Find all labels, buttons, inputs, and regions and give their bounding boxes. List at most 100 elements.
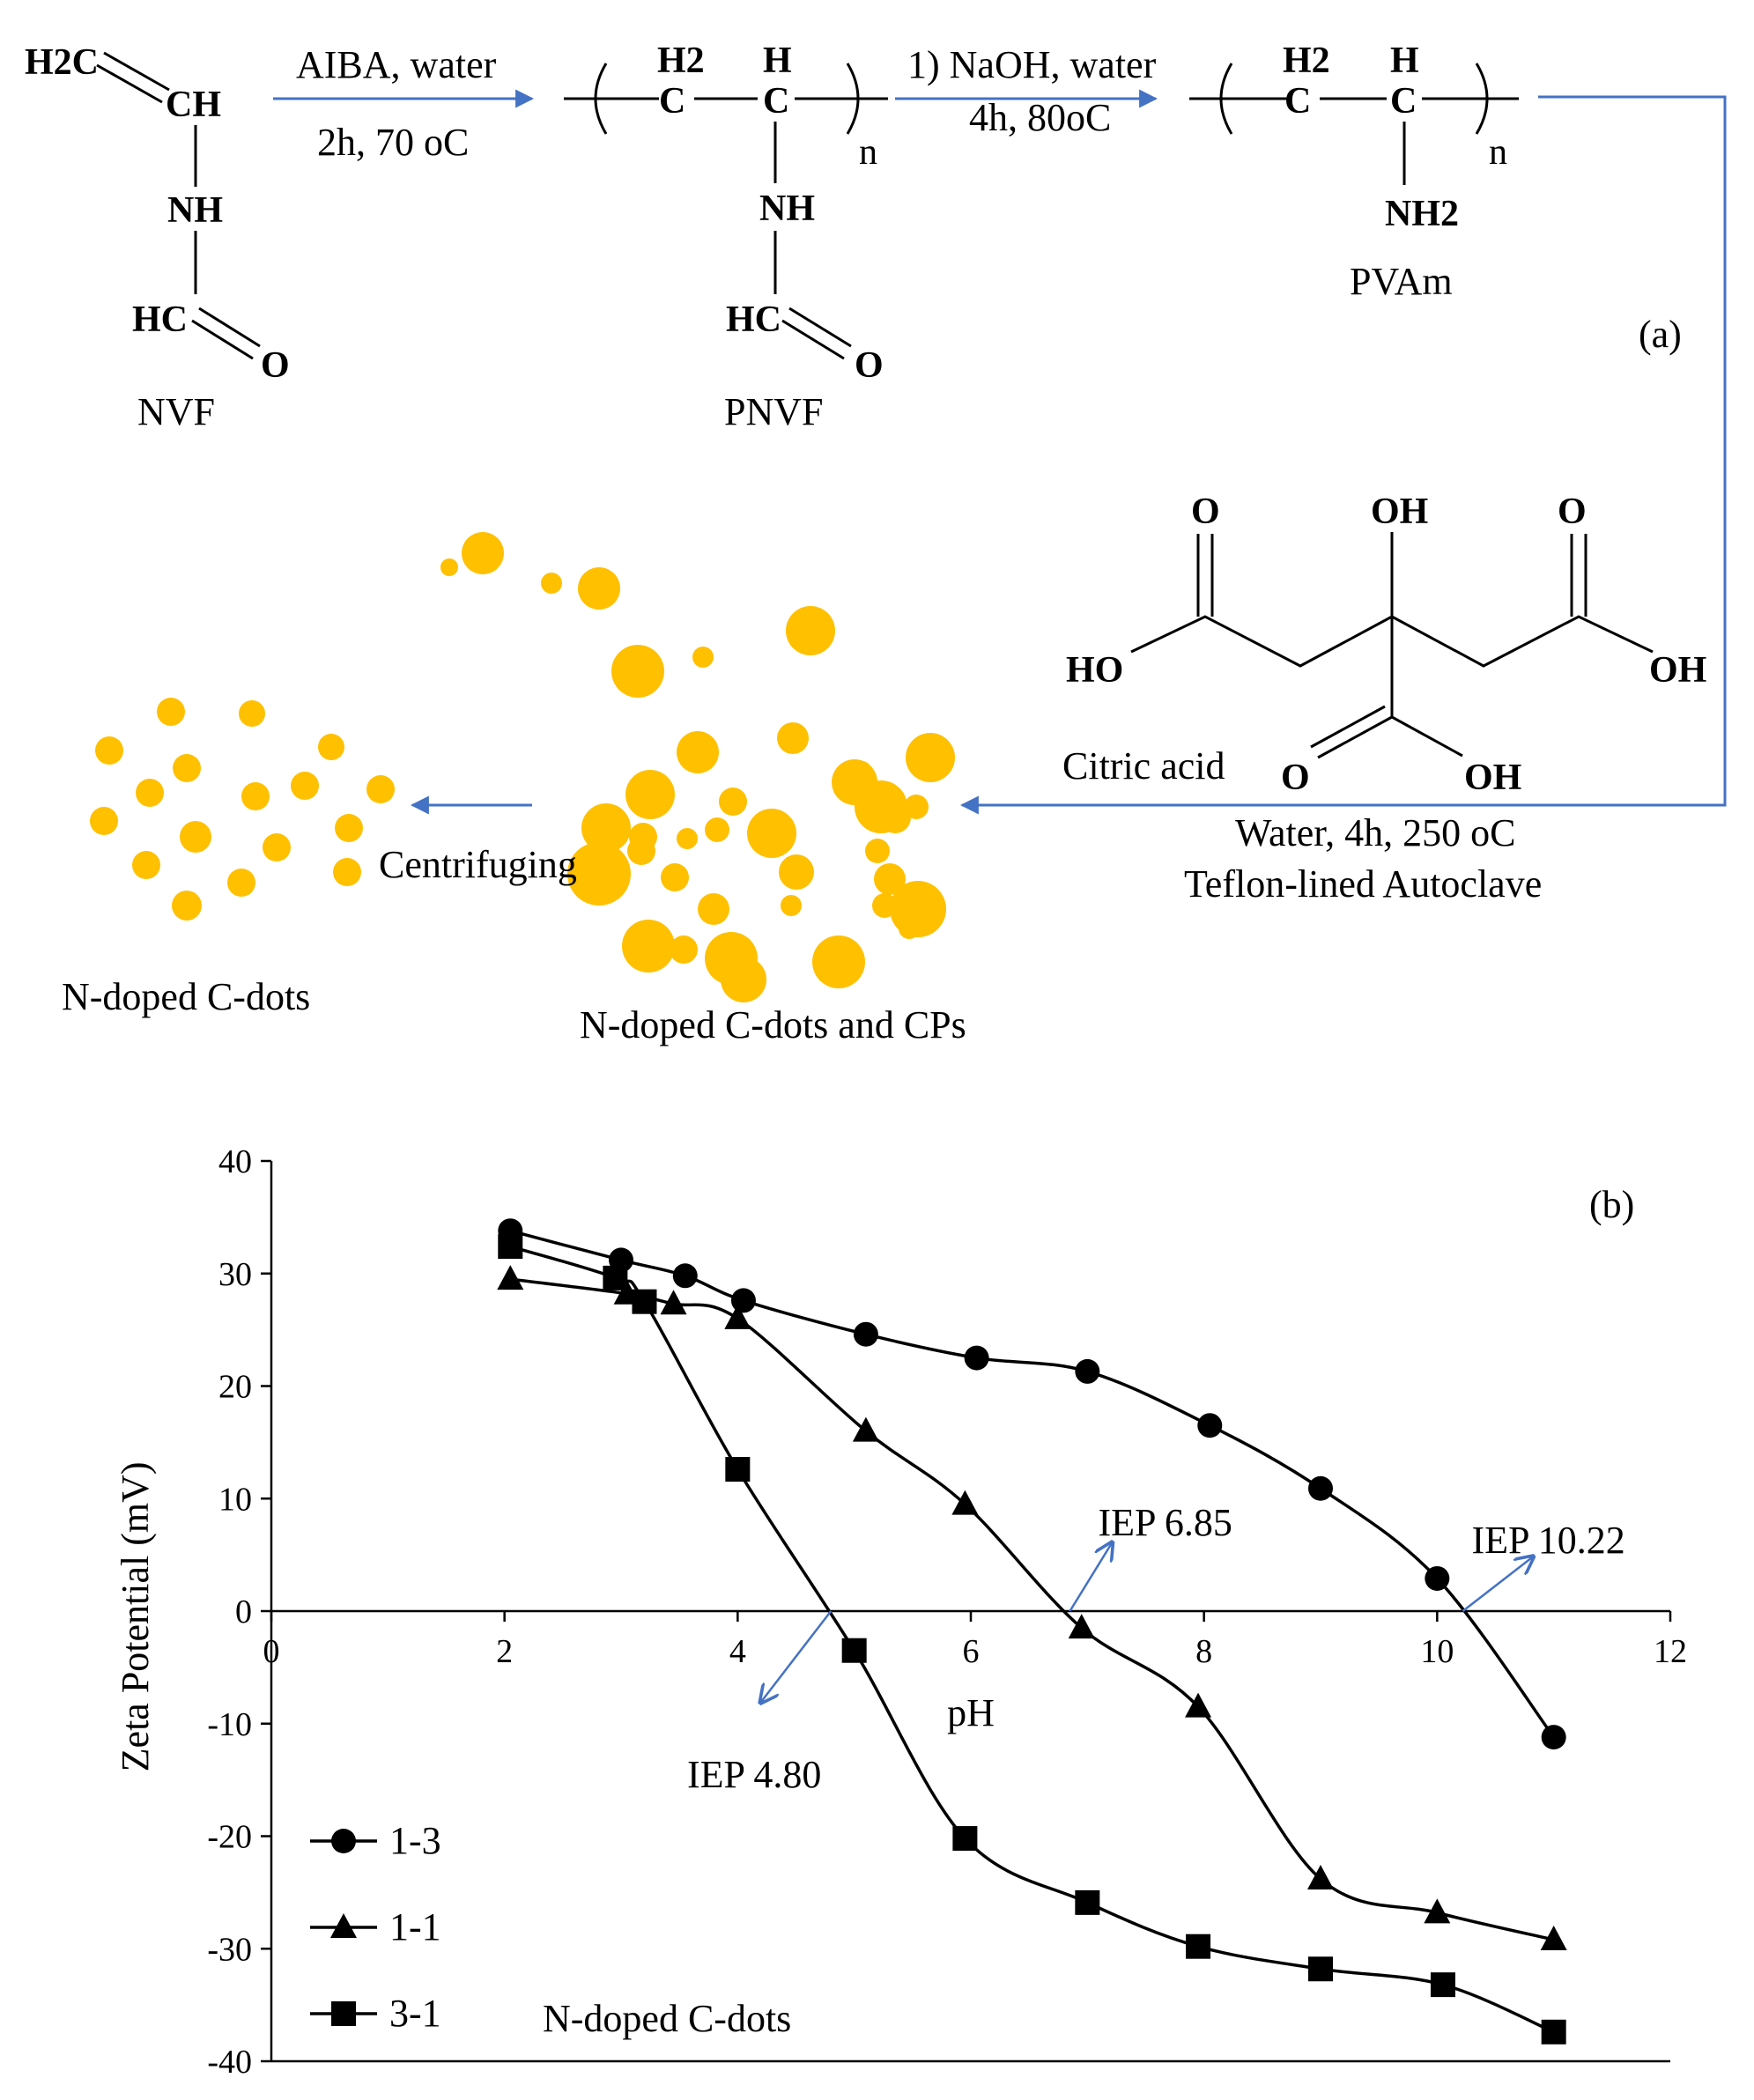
iep-label-10.22: IEP 10.22 xyxy=(1471,1519,1624,1562)
data-point-3-1 xyxy=(603,1265,628,1290)
pnvf-c1: C xyxy=(659,81,685,122)
product-dot xyxy=(241,782,270,810)
data-point-1-1 xyxy=(1068,1614,1095,1639)
pvam-structure: H2 C H C n NH2 PVAm xyxy=(1189,41,1519,303)
iep-arrow-10.22 xyxy=(1462,1557,1533,1612)
nvf-nh: NH xyxy=(167,190,223,231)
product-dot xyxy=(95,736,123,765)
x-tick-label: 2 xyxy=(496,1633,513,1670)
data-point-1-1 xyxy=(660,1290,687,1315)
data-point-3-1 xyxy=(1541,2019,1566,2045)
pvam-c2: C xyxy=(1390,81,1417,122)
product-dot xyxy=(366,775,395,803)
step4-label: Centrifuging xyxy=(379,843,577,886)
product-dots xyxy=(90,698,395,921)
y-tick-label: 0 xyxy=(235,1593,252,1630)
step1-arrow: AIBA, water 2h, 70 oC xyxy=(273,43,535,164)
step1-bottom-label: 2h, 70 oC xyxy=(317,121,469,164)
x-tick-label: 10 xyxy=(1420,1633,1454,1670)
particle-dot xyxy=(677,828,698,849)
product-dot xyxy=(318,734,344,760)
zeta-chart: 40 30 20 10 0 -10 -20 -30 -40 0 2 4 6 8 10 12 IEP 4.80… xyxy=(114,1143,1687,2081)
chart-annotation-sample: N-doped C-dots xyxy=(543,1997,791,2040)
particle-dot xyxy=(851,761,872,782)
particle-dot xyxy=(578,567,620,610)
data-point-1-1 xyxy=(1540,1926,1567,1951)
product-dot xyxy=(132,851,160,879)
product-dot xyxy=(136,779,164,807)
x-tick-label: 6 xyxy=(963,1633,980,1670)
pnvf-o: O xyxy=(855,345,884,386)
legend-marker-1-1 xyxy=(330,1913,357,1938)
mixture-label: N-doped C-dots and CPs xyxy=(580,1003,966,1046)
particle-dot xyxy=(879,802,911,833)
pvam-h: H xyxy=(1390,41,1419,81)
data-point-3-1 xyxy=(1308,1956,1333,1982)
citric-o-bottom: O xyxy=(1281,758,1310,798)
nvf-ch2: H2C xyxy=(25,42,99,83)
particle-dot xyxy=(567,842,631,906)
nvf-o: O xyxy=(261,345,290,386)
legend-label-1-3: 1-3 xyxy=(389,1819,441,1862)
y-tick-label: 30 xyxy=(218,1256,252,1293)
nvf-hc: HC xyxy=(132,299,188,340)
step2-arrow: 1) NaOH, water 4h, 80oC xyxy=(895,43,1158,139)
pnvf-nh: NH xyxy=(759,189,815,229)
step2-top-label: 1) NaOH, water xyxy=(907,43,1157,86)
product-dot xyxy=(291,772,319,800)
product-dot xyxy=(335,814,363,842)
data-point-1-3 xyxy=(1308,1475,1333,1501)
data-point-1-1 xyxy=(1185,1692,1212,1718)
x-axis-title: pH xyxy=(947,1691,995,1734)
series-1-3 xyxy=(498,1218,1566,1750)
product-dot xyxy=(239,700,265,727)
nvf-label: NVF xyxy=(137,390,215,433)
citric-o-right: O xyxy=(1558,492,1587,532)
citric-ho-left: HO xyxy=(1066,650,1123,691)
data-point-1-3 xyxy=(1425,1565,1450,1591)
particle-dot xyxy=(692,647,714,668)
pnvf-h2: H2 xyxy=(657,41,705,81)
step3-line1: Water, 4h, 250 oC xyxy=(1235,811,1516,854)
particle-dot xyxy=(661,863,689,891)
data-point-1-3 xyxy=(853,1321,878,1347)
data-point-1-3 xyxy=(1075,1358,1100,1384)
annotation-layer: IEP 4.80 IEP 6.85 IEP 10.22 N-doped C-dots xyxy=(543,1501,1625,2040)
particle-dot xyxy=(705,817,729,842)
citric-o-left: O xyxy=(1191,492,1220,532)
iep-arrow-4.80 xyxy=(760,1610,833,1703)
step1-top-label: AIBA, water xyxy=(296,43,497,86)
particle-dot xyxy=(812,935,865,988)
product-dot xyxy=(173,754,201,782)
data-point-3-1 xyxy=(841,1638,867,1663)
nvf-ch: CH xyxy=(166,85,221,125)
particle-dot xyxy=(625,770,675,819)
y-tick-label: 10 xyxy=(218,1481,252,1518)
particle-dot xyxy=(627,837,655,865)
data-point-3-1 xyxy=(1430,1972,1455,1998)
product-dot xyxy=(157,698,185,726)
data-point-3-1 xyxy=(632,1289,657,1314)
particle-dot xyxy=(581,803,631,853)
data-point-1-1 xyxy=(724,1304,751,1329)
particle-dot xyxy=(779,854,814,890)
citric-oh-top: OH xyxy=(1371,492,1428,532)
particle-dot xyxy=(611,645,664,698)
product-dot xyxy=(90,807,118,835)
y-tick-label: -10 xyxy=(207,1706,252,1743)
pvam-h2: H2 xyxy=(1283,41,1330,81)
x-tick-label: 4 xyxy=(729,1633,746,1670)
particle-dot xyxy=(622,920,675,972)
data-point-1-1 xyxy=(497,1265,524,1290)
particle-dot xyxy=(462,532,504,574)
particle-dot xyxy=(440,558,458,576)
pvam-label: PVAm xyxy=(1350,260,1453,303)
iep-arrow-6.85 xyxy=(1069,1542,1112,1612)
data-point-3-1 xyxy=(952,1826,978,1852)
data-point-1-3 xyxy=(1541,1725,1566,1750)
pvam-c1: C xyxy=(1284,81,1311,122)
data-point-1-3 xyxy=(1197,1413,1223,1438)
data-point-3-1 xyxy=(498,1234,523,1260)
